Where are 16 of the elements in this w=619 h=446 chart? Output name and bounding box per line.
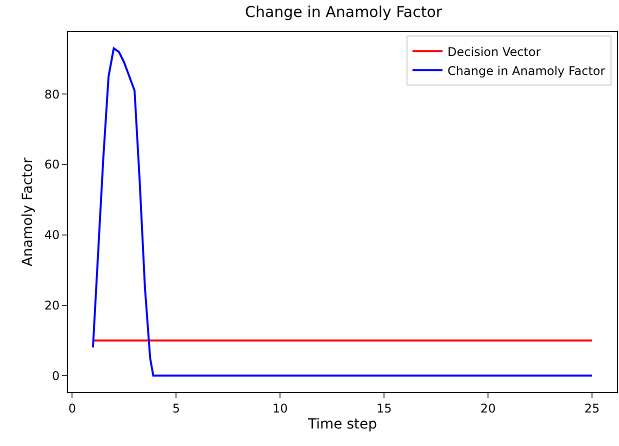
y-tick-label: 40 xyxy=(44,228,60,242)
x-tick-label: 20 xyxy=(480,401,496,416)
y-tick-label: 60 xyxy=(44,158,60,172)
y-tick-label: 80 xyxy=(44,87,60,102)
y-tick-label: 0 xyxy=(52,368,60,383)
chart-title: Change in Anamoly Factor xyxy=(244,3,443,22)
x-tick-label: 10 xyxy=(272,401,288,416)
y-tick-label: 20 xyxy=(44,298,60,312)
legend-label: Decision Vector xyxy=(448,44,541,59)
x-tick-label: 15 xyxy=(376,401,392,416)
y-axis-title: Anamoly Factor xyxy=(20,157,36,266)
legend-label: Change in Anamoly Factor xyxy=(448,64,606,78)
x-axis-title: Time step xyxy=(307,416,378,433)
x-tick-label: 25 xyxy=(584,401,600,416)
x-tick-label: 5 xyxy=(172,401,180,416)
x-tick-label: 0 xyxy=(68,401,76,416)
